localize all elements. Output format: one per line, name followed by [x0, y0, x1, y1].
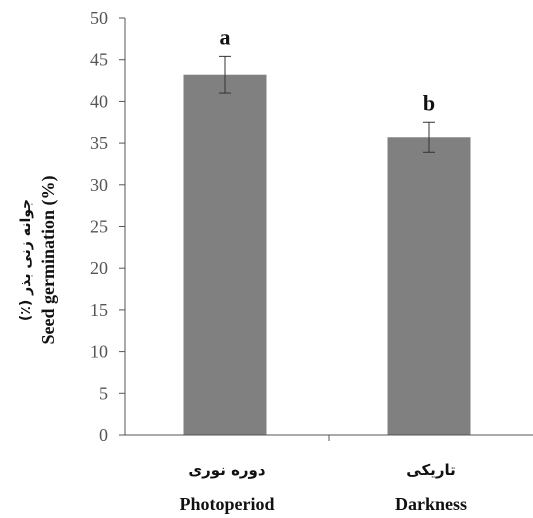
y-tick-label: 15 — [90, 300, 108, 320]
bar — [387, 137, 471, 435]
significance-letters: ab — [220, 24, 436, 115]
y-axis-label-persian: جوانه زنی بذر (٪) — [18, 199, 34, 321]
bars — [183, 74, 471, 435]
axes — [124, 18, 533, 441]
category-label-english: Darkness — [395, 494, 467, 514]
y-tick-label: 25 — [90, 217, 108, 237]
y-axis-ticks: 0 5 10 15 20 25 30 35 40 45 50 — [90, 8, 125, 445]
y-axis-title: جوانه زنی بذر (٪) Seed germination (%) — [18, 176, 59, 345]
category-labels: دوره نوری Photoperiod تاریکی Darkness — [179, 461, 467, 514]
y-axis-label-english: Seed germination (%) — [38, 176, 59, 345]
y-tick-label: 40 — [90, 91, 108, 111]
error-bars — [219, 55, 435, 153]
y-tick-label: 5 — [99, 383, 108, 403]
bar — [183, 74, 267, 435]
category-label-english: Photoperiod — [179, 494, 274, 514]
y-tick-label: 20 — [90, 258, 108, 278]
category-label-persian: دوره نوری — [188, 461, 265, 479]
y-tick-label: 30 — [90, 175, 108, 195]
y-tick-label: 35 — [90, 133, 108, 153]
significance-letter: a — [220, 24, 231, 49]
y-tick-label: 0 — [99, 425, 108, 445]
significance-letter: b — [423, 90, 435, 115]
category-label-persian: تاریکی — [406, 461, 455, 479]
y-tick-label: 50 — [90, 8, 108, 28]
y-tick-label: 10 — [90, 342, 108, 362]
y-tick-label: 45 — [90, 50, 108, 70]
